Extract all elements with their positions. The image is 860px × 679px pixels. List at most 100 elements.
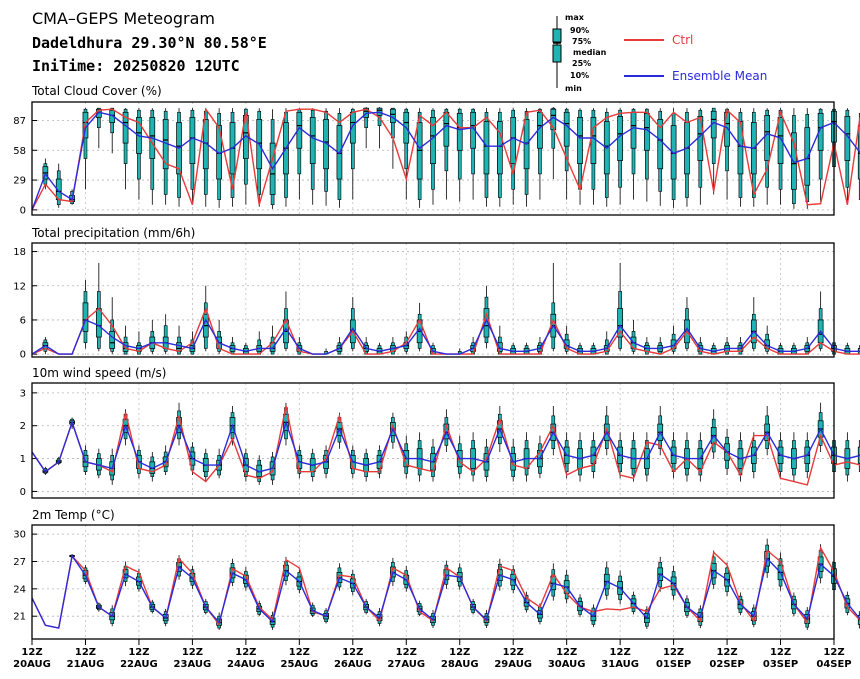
box-56 bbox=[777, 342, 784, 355]
box-51 bbox=[710, 409, 717, 459]
panel-1: Total precipitation (mm/6h) 0 6 12 18 bbox=[13, 226, 860, 361]
location-label: Dadeldhura 29.30°N 80.58°E bbox=[32, 34, 267, 52]
box-35 bbox=[496, 108, 503, 207]
box-43 bbox=[603, 561, 610, 600]
legend-p90-label: 90% bbox=[570, 26, 589, 35]
mean-line bbox=[31, 554, 860, 629]
box-inner bbox=[657, 119, 664, 170]
box-15 bbox=[229, 337, 236, 355]
box-7 bbox=[122, 108, 129, 190]
x-tick-time: 12Z bbox=[610, 647, 631, 658]
box-29 bbox=[416, 432, 423, 482]
panel-title: Total precipitation (mm/6h) bbox=[31, 226, 195, 240]
y-tick-label: 1 bbox=[20, 454, 26, 465]
box-47 bbox=[657, 108, 664, 206]
box-46 bbox=[644, 108, 650, 202]
box-4 bbox=[82, 280, 89, 349]
x-tick-time: 12Z bbox=[556, 647, 577, 658]
box-54 bbox=[750, 297, 757, 352]
box-inner bbox=[563, 111, 570, 147]
init-time-label: IniTime: 20250820 12UTC bbox=[32, 57, 240, 75]
x-tick-time: 12Z bbox=[75, 647, 96, 658]
box-inner bbox=[109, 331, 116, 349]
box-36 bbox=[510, 108, 517, 205]
box-inner bbox=[82, 302, 89, 332]
box-41 bbox=[577, 342, 583, 355]
y-tick-label: 29 bbox=[13, 176, 26, 187]
x-tick-date: 28AUG bbox=[441, 659, 479, 670]
y-tick-label: 2 bbox=[20, 421, 26, 432]
box-45 bbox=[630, 108, 637, 200]
box-50 bbox=[697, 108, 704, 205]
box-47 bbox=[657, 337, 664, 355]
box-57 bbox=[791, 432, 797, 482]
box-inner bbox=[777, 117, 784, 164]
box-inner bbox=[577, 117, 583, 164]
panel-frame bbox=[31, 242, 835, 358]
box-5 bbox=[95, 262, 102, 352]
box-39 bbox=[550, 262, 557, 352]
box-9 bbox=[149, 108, 156, 205]
box-37 bbox=[523, 432, 530, 482]
box-51 bbox=[710, 550, 717, 589]
y-tick-label: 0 bbox=[20, 487, 26, 498]
box-28 bbox=[403, 108, 410, 200]
box-59 bbox=[817, 108, 824, 202]
box-inner bbox=[95, 308, 102, 338]
box-inner bbox=[764, 115, 771, 161]
box-outer bbox=[97, 107, 101, 128]
x-tick-time: 12Z bbox=[449, 647, 470, 658]
legend-p75-label: 75% bbox=[572, 37, 591, 46]
y-tick-label: 58 bbox=[13, 146, 26, 157]
box-48 bbox=[670, 108, 677, 208]
box-37 bbox=[523, 342, 530, 355]
x-tick-time: 12Z bbox=[128, 647, 149, 658]
box-inner bbox=[390, 108, 396, 123]
mean-line bbox=[31, 420, 860, 473]
box-inner bbox=[791, 132, 797, 190]
box-61 bbox=[844, 342, 851, 355]
box-46 bbox=[644, 432, 650, 482]
x-tick-time: 12Z bbox=[716, 647, 737, 658]
box-61 bbox=[844, 108, 851, 205]
box-33 bbox=[470, 108, 476, 200]
x-tick-time: 12Z bbox=[289, 647, 310, 658]
x-tick-time: 12Z bbox=[770, 647, 791, 658]
legend-max-label: max bbox=[565, 13, 585, 22]
legend-p10-label: 10% bbox=[570, 71, 589, 80]
box-7 bbox=[122, 325, 129, 355]
box-56 bbox=[777, 108, 784, 205]
x-tick-date: 01SEP bbox=[656, 659, 691, 670]
box-inner bbox=[617, 308, 623, 338]
x-tick-date: 24AUG bbox=[227, 659, 265, 670]
ctrl-line bbox=[31, 405, 860, 486]
box-55 bbox=[764, 406, 771, 456]
box-17 bbox=[256, 331, 263, 355]
box-inner bbox=[510, 117, 517, 164]
panels: Total Cloud Cover (%) 0 29 58 87 Total precip… bbox=[13, 84, 860, 640]
box-13 bbox=[202, 108, 209, 207]
box-36 bbox=[510, 342, 517, 355]
y-tick-label: 87 bbox=[13, 116, 26, 127]
x-tick-date: 22AUG bbox=[120, 659, 158, 670]
y-tick-label: 30 bbox=[13, 530, 26, 541]
y-tick-label: 0 bbox=[20, 205, 26, 216]
x-tick-date: 30AUG bbox=[548, 659, 586, 670]
box-12 bbox=[189, 108, 196, 205]
panel-title: 2m Temp (°C) bbox=[32, 508, 115, 522]
box-inner bbox=[483, 121, 490, 175]
box-34 bbox=[483, 285, 490, 349]
panel-frame bbox=[31, 101, 835, 216]
box-19 bbox=[283, 108, 289, 207]
box-14 bbox=[216, 108, 222, 208]
box-inner bbox=[189, 117, 196, 164]
box-38 bbox=[537, 435, 543, 479]
x-tick-date: 26AUG bbox=[334, 659, 372, 670]
box-34 bbox=[483, 108, 490, 207]
box-43 bbox=[603, 108, 610, 207]
box-32 bbox=[456, 108, 463, 202]
box-11 bbox=[176, 108, 182, 207]
box-inner bbox=[697, 116, 704, 161]
mean-line bbox=[31, 318, 860, 355]
